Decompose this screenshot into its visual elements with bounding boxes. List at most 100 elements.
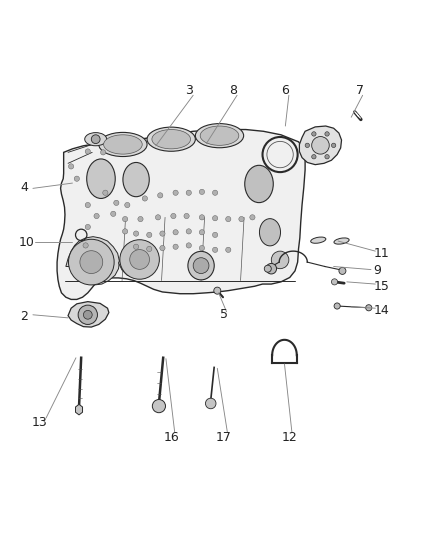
Circle shape xyxy=(152,400,165,413)
Circle shape xyxy=(238,216,244,222)
Text: 13: 13 xyxy=(32,416,47,429)
Circle shape xyxy=(212,247,217,253)
Ellipse shape xyxy=(200,126,238,146)
Text: 2: 2 xyxy=(20,311,28,324)
Circle shape xyxy=(85,203,90,208)
Circle shape xyxy=(124,203,130,208)
Circle shape xyxy=(85,224,90,230)
Circle shape xyxy=(142,196,147,201)
Text: 10: 10 xyxy=(18,236,34,249)
Ellipse shape xyxy=(195,124,243,148)
Circle shape xyxy=(122,229,127,234)
Polygon shape xyxy=(68,302,109,327)
Circle shape xyxy=(199,230,204,235)
Circle shape xyxy=(138,216,143,222)
Circle shape xyxy=(199,215,204,220)
Text: 14: 14 xyxy=(373,304,389,317)
Text: 3: 3 xyxy=(184,84,192,98)
Circle shape xyxy=(170,213,176,219)
Ellipse shape xyxy=(123,163,149,197)
Text: 6: 6 xyxy=(281,84,289,98)
Ellipse shape xyxy=(310,237,325,243)
Circle shape xyxy=(186,229,191,234)
Text: 17: 17 xyxy=(215,431,231,444)
Circle shape xyxy=(265,263,276,274)
Circle shape xyxy=(249,215,254,220)
Polygon shape xyxy=(57,130,304,300)
Circle shape xyxy=(186,243,191,248)
Ellipse shape xyxy=(99,132,147,157)
Circle shape xyxy=(68,239,114,285)
Ellipse shape xyxy=(259,219,280,246)
Text: 7: 7 xyxy=(355,84,363,98)
Circle shape xyxy=(89,257,95,263)
Circle shape xyxy=(199,189,204,195)
Text: 9: 9 xyxy=(373,264,381,277)
Circle shape xyxy=(133,231,138,236)
Ellipse shape xyxy=(103,135,142,154)
Circle shape xyxy=(212,215,217,221)
Circle shape xyxy=(113,200,119,206)
Ellipse shape xyxy=(87,159,115,198)
Circle shape xyxy=(120,240,159,279)
Ellipse shape xyxy=(147,127,195,151)
Circle shape xyxy=(311,136,328,154)
Ellipse shape xyxy=(85,133,106,146)
Circle shape xyxy=(83,310,92,319)
Circle shape xyxy=(83,243,88,248)
Circle shape xyxy=(311,132,315,136)
Circle shape xyxy=(213,287,220,294)
Circle shape xyxy=(91,135,100,143)
Text: 11: 11 xyxy=(373,247,389,260)
Text: 15: 15 xyxy=(373,280,389,293)
Circle shape xyxy=(133,244,138,249)
Circle shape xyxy=(74,176,79,181)
Circle shape xyxy=(331,143,335,148)
Circle shape xyxy=(212,190,217,196)
Circle shape xyxy=(338,268,345,274)
Circle shape xyxy=(225,216,230,222)
Circle shape xyxy=(331,279,337,285)
Circle shape xyxy=(80,251,102,273)
Text: 16: 16 xyxy=(163,431,179,444)
Circle shape xyxy=(264,265,271,272)
Circle shape xyxy=(146,246,152,252)
Circle shape xyxy=(78,305,97,325)
Circle shape xyxy=(155,215,160,220)
Circle shape xyxy=(110,211,116,216)
Circle shape xyxy=(173,244,178,249)
Circle shape xyxy=(146,232,152,238)
Polygon shape xyxy=(118,243,159,278)
Circle shape xyxy=(157,193,162,198)
Polygon shape xyxy=(66,237,119,285)
Circle shape xyxy=(173,190,178,196)
Circle shape xyxy=(94,213,99,219)
Circle shape xyxy=(311,155,315,159)
Circle shape xyxy=(159,231,165,236)
Circle shape xyxy=(205,398,215,409)
Circle shape xyxy=(193,258,208,273)
Circle shape xyxy=(365,305,371,311)
Ellipse shape xyxy=(152,130,190,149)
Ellipse shape xyxy=(187,252,214,280)
Circle shape xyxy=(85,149,90,154)
Ellipse shape xyxy=(333,238,348,244)
Circle shape xyxy=(199,245,204,251)
Circle shape xyxy=(100,150,106,155)
Circle shape xyxy=(225,247,230,253)
Circle shape xyxy=(324,155,328,159)
Circle shape xyxy=(184,213,189,219)
Polygon shape xyxy=(299,126,341,165)
Circle shape xyxy=(102,190,108,196)
Circle shape xyxy=(122,216,127,222)
Ellipse shape xyxy=(244,165,272,203)
Circle shape xyxy=(186,190,191,196)
Polygon shape xyxy=(75,405,82,415)
Circle shape xyxy=(68,164,74,169)
Circle shape xyxy=(130,249,149,269)
Circle shape xyxy=(324,132,328,136)
Circle shape xyxy=(212,232,217,238)
Text: 8: 8 xyxy=(228,84,236,98)
Circle shape xyxy=(304,143,309,148)
Text: 4: 4 xyxy=(20,181,28,194)
